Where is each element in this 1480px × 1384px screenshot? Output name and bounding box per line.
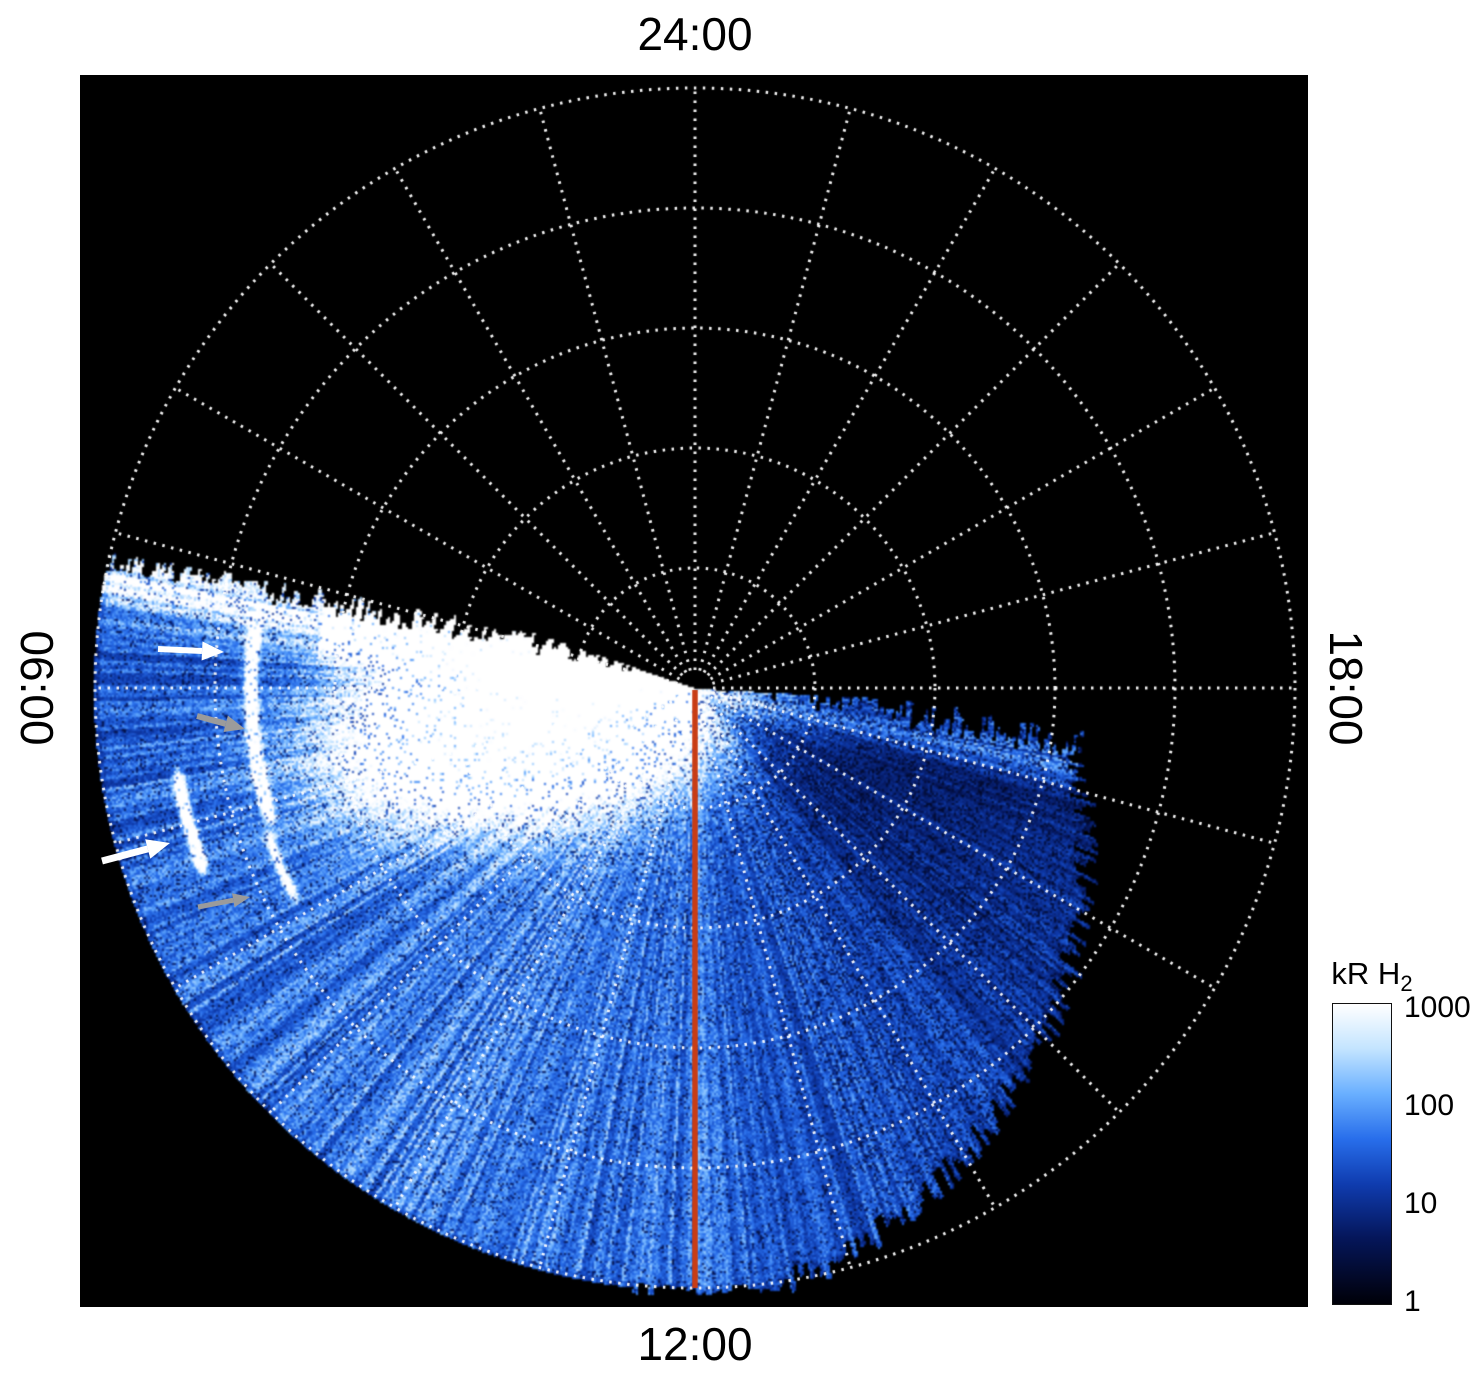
colorbar [1332, 1003, 1392, 1305]
time-label-1200: 12:00 [637, 1318, 753, 1370]
colorbar-tick-1000: 1000 [1404, 991, 1471, 1024]
time-label-1800: 18:00 [1320, 630, 1372, 746]
plot-area [80, 75, 1308, 1307]
colorbar-tick-100: 100 [1404, 1089, 1455, 1122]
colorbar-tick-10: 10 [1404, 1187, 1438, 1220]
colorbar-title-text: kR H [1331, 956, 1401, 991]
time-label-2400: 24:00 [637, 8, 753, 60]
polar-plot-canvas [80, 75, 1308, 1307]
colorbar-tick-1: 1 [1404, 1285, 1421, 1318]
colorbar-title: kR H2 [1302, 956, 1442, 997]
colorbar-title-sub: 2 [1400, 971, 1413, 997]
time-label-0600: 06:00 [11, 630, 63, 746]
